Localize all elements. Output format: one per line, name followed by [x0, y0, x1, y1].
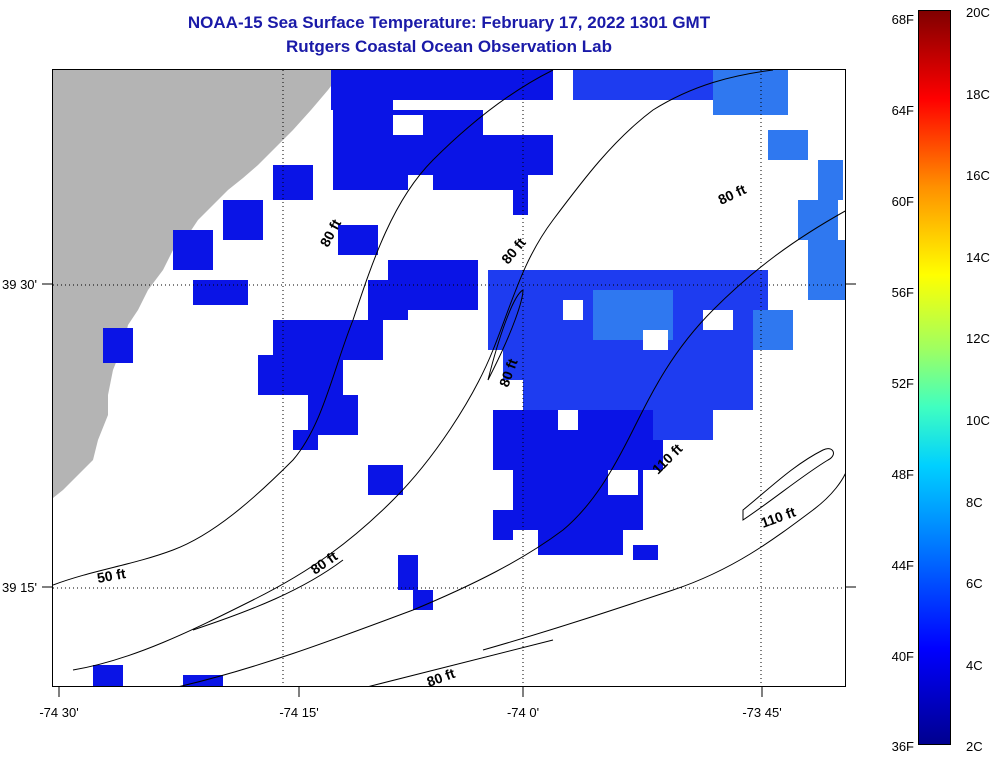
longitude-label: -73 45': [742, 705, 782, 720]
colorbar-c-label: 6C: [966, 576, 983, 591]
colorbar-c-label: 10C: [966, 413, 990, 428]
latitude-label: 39 15': [2, 580, 38, 595]
colorbar-c-label: 4C: [966, 658, 983, 673]
longitude-label: -74 30': [39, 705, 79, 720]
longitude-label: -74 0': [506, 705, 540, 720]
grid-lines: [53, 70, 845, 686]
colorbar-c-label: 14C: [966, 250, 990, 265]
colorbar-c-label: 18C: [966, 87, 990, 102]
colorbar-f-label: 40F: [891, 649, 914, 664]
depth-label: 50 ft: [96, 565, 127, 586]
sst-map: 50 ft 80 ft 80 ft 80 ft 80 ft 80 ft 80 f…: [52, 69, 846, 687]
colorbar-f-label: 36F: [891, 739, 914, 754]
land-mass: [53, 70, 343, 498]
colorbar-f-label: 56F: [891, 285, 914, 300]
colorbar-c-label: 20C: [966, 5, 990, 20]
colorbar-c-label: 16C: [966, 168, 990, 183]
colorbar-f-label: 64F: [891, 103, 914, 118]
colorbar-c-label: 12C: [966, 331, 990, 346]
colorbar-f-label: 60F: [891, 194, 914, 209]
colorbar-f-label: 48F: [891, 467, 914, 482]
colorbar-c-label: 2C: [966, 739, 983, 754]
cloud-gaps: [383, 100, 763, 495]
sst-map-canvas: 50 ft 80 ft 80 ft 80 ft 80 ft 80 ft 80 f…: [53, 70, 845, 686]
map-title: NOAA-15 Sea Surface Temperature: Februar…: [187, 13, 711, 32]
latitude-label: 39 30': [2, 277, 38, 292]
map-subtitle: Rutgers Coastal Ocean Observation Lab: [286, 37, 612, 56]
longitude-label: -74 15': [279, 705, 319, 720]
colorbar-f-label: 52F: [891, 376, 914, 391]
colorbar-f-label: 68F: [891, 12, 914, 27]
temperature-colorbar: [918, 10, 951, 745]
colorbar-c-label: 8C: [966, 495, 983, 510]
colorbar-f-label: 44F: [891, 558, 914, 573]
